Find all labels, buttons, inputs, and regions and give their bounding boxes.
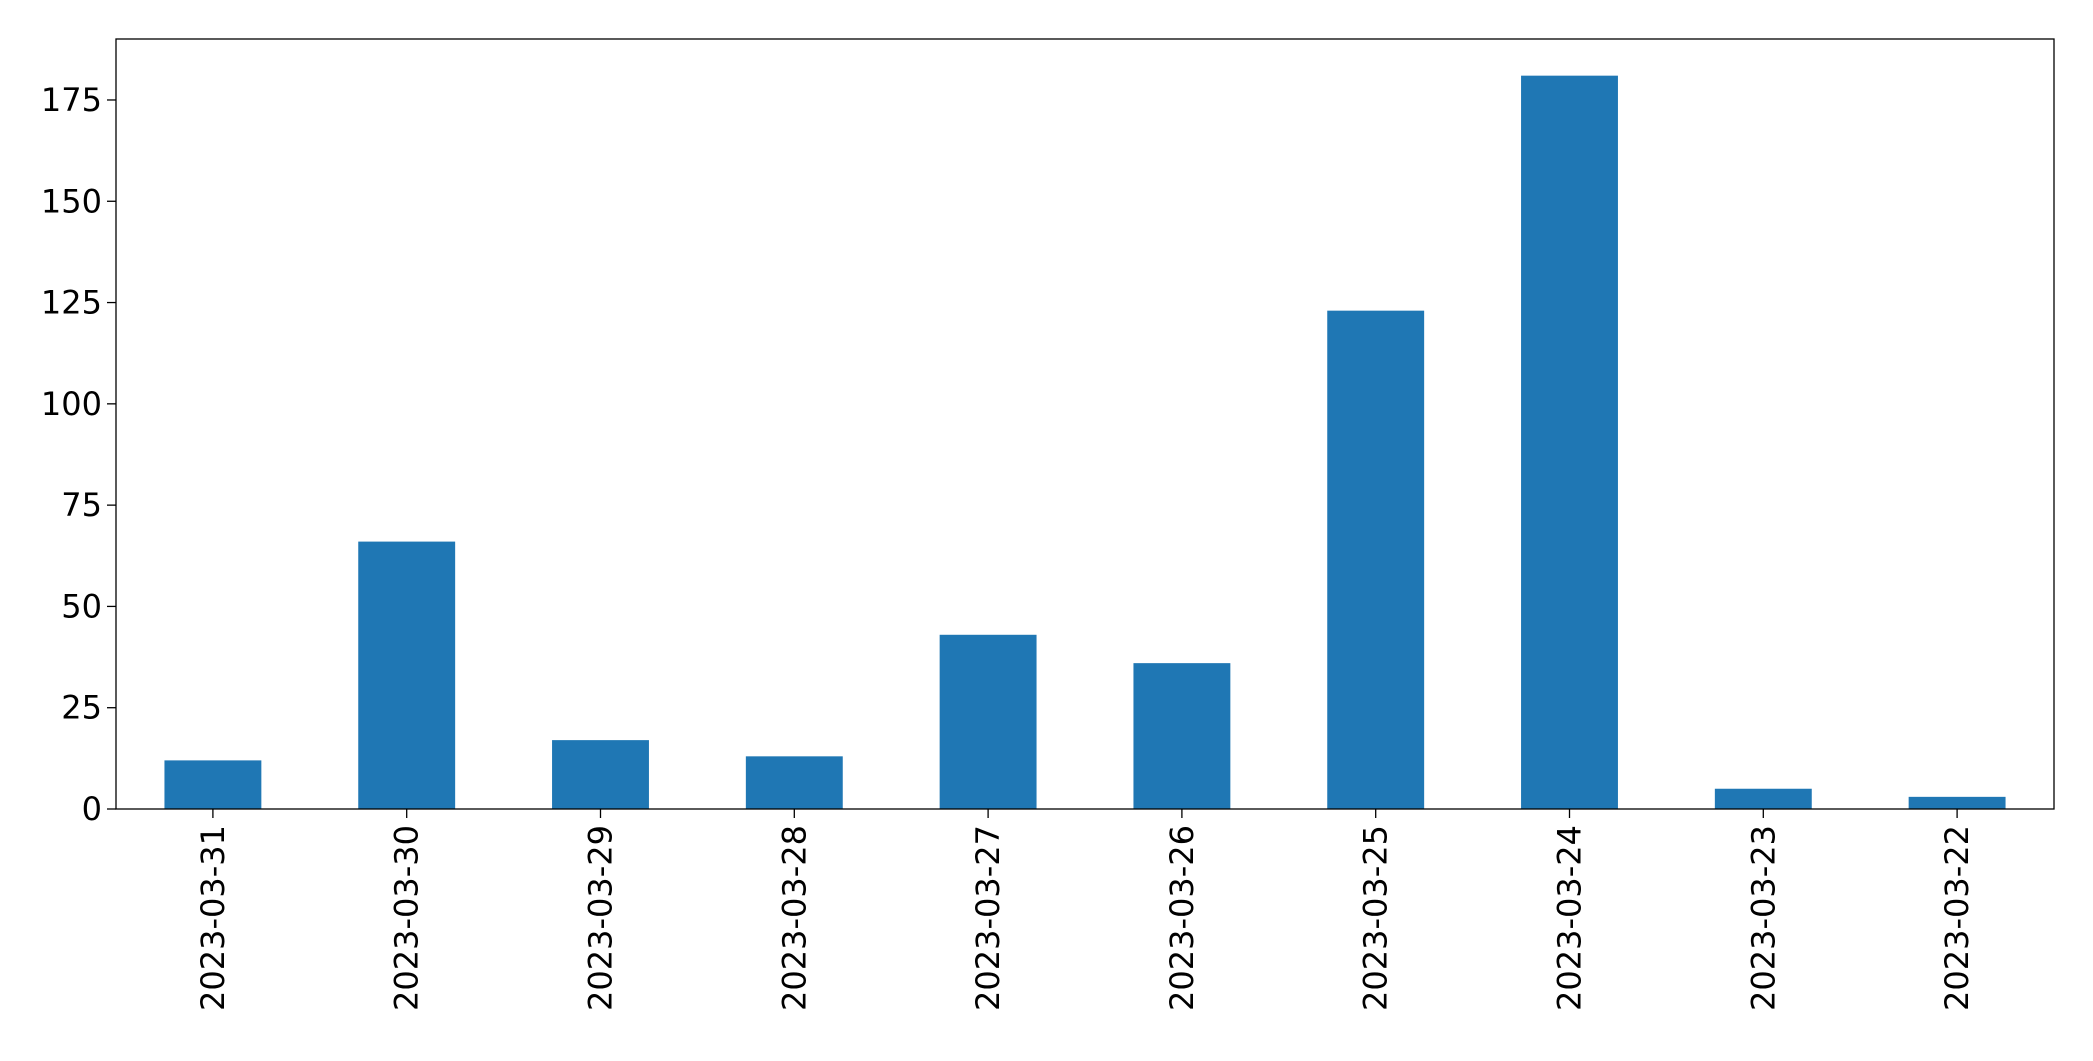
x-tick-label: 2023-03-27 [969, 825, 1007, 1011]
plot-frame [115, 38, 2055, 810]
y-tick-label: 100 [41, 385, 102, 423]
x-tick-label: 2023-03-25 [1357, 825, 1395, 1011]
y-tick-label: 150 [41, 182, 102, 220]
y-tick-label: 175 [41, 81, 102, 119]
bar [1327, 310, 1425, 809]
bar [745, 756, 843, 809]
bar [1714, 788, 1812, 809]
x-tick-label: 2023-03-24 [1551, 825, 1589, 1011]
bar [939, 634, 1037, 809]
x-tick-label: 2023-03-31 [194, 825, 232, 1011]
bar [1133, 663, 1231, 809]
x-tick-label: 2023-03-28 [775, 825, 813, 1011]
bar [552, 740, 649, 809]
y-tick-label: 125 [41, 284, 102, 322]
x-tick-label: 2023-03-23 [1744, 825, 1782, 1011]
x-tick-label: 2023-03-22 [1938, 825, 1976, 1011]
x-tick-label: 2023-03-26 [1163, 825, 1201, 1011]
y-tick-label: 0 [82, 790, 102, 828]
bar [1908, 796, 2006, 809]
y-tick-label: 25 [61, 689, 102, 727]
y-tick-label: 75 [61, 486, 102, 524]
bar [1521, 75, 1618, 809]
x-tick-label: 2023-03-30 [388, 825, 426, 1011]
y-tick-label: 50 [61, 587, 102, 625]
bar [164, 760, 262, 809]
x-tick-label: 2023-03-29 [582, 825, 620, 1011]
bar [358, 541, 456, 809]
